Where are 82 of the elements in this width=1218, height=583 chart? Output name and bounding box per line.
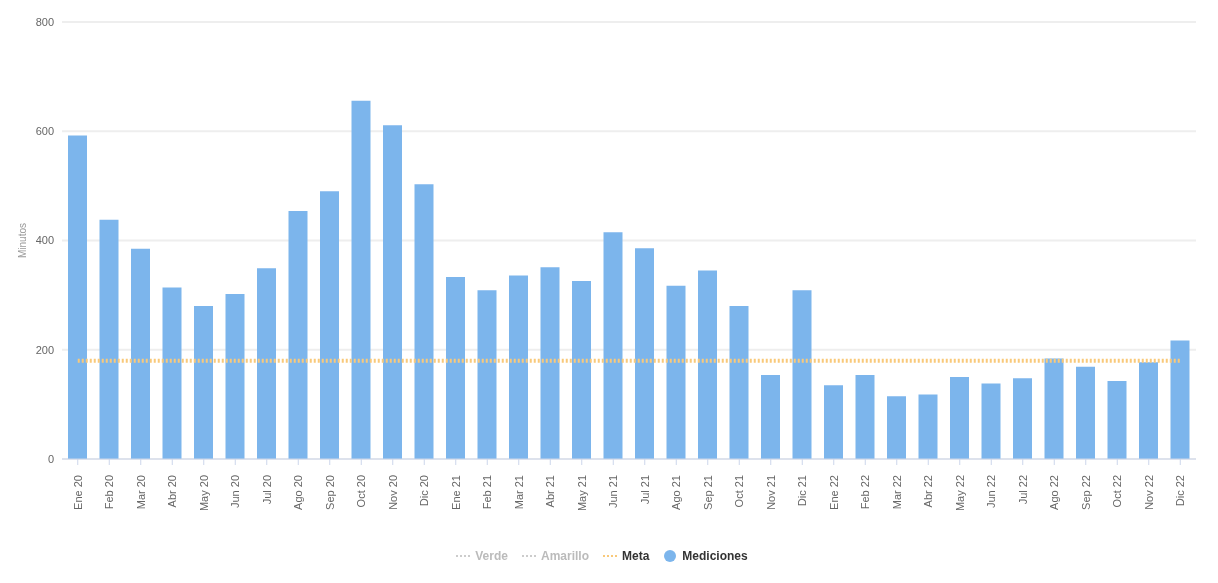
x-tick-label: Ene 20 <box>71 475 84 510</box>
bar <box>477 290 497 459</box>
x-tick-label: Sep 22 <box>1079 475 1092 510</box>
x-tick-label: Jun 22 <box>985 475 998 509</box>
bar <box>225 294 245 459</box>
bar <box>918 394 938 459</box>
y-tick-label: 400 <box>35 234 54 247</box>
bar <box>981 383 1001 459</box>
x-tick-label: Mar 20 <box>134 475 147 510</box>
legend-label: Amarillo <box>540 549 589 563</box>
x-tick-label: Ago 22 <box>1048 475 1061 510</box>
x-tick-label: Abr 21 <box>544 475 557 508</box>
x-tick-label: Feb 20 <box>103 475 116 510</box>
bar <box>729 306 749 459</box>
x-tick-label: Sep 21 <box>701 475 714 510</box>
x-tick-label: Ago 20 <box>292 475 305 510</box>
bar <box>383 125 402 459</box>
x-tick-label: Feb 21 <box>481 475 494 510</box>
bar <box>1076 366 1095 459</box>
bar <box>131 248 150 459</box>
bar <box>509 275 528 459</box>
bar <box>792 290 812 459</box>
bar <box>666 285 686 459</box>
bar <box>761 374 780 459</box>
bar <box>320 191 339 459</box>
bar <box>99 219 119 459</box>
x-tick-label: May 21 <box>575 475 588 512</box>
bar <box>1170 340 1190 459</box>
x-tick-label: Ene 22 <box>827 475 840 510</box>
x-tick-label: Jun 21 <box>607 475 620 509</box>
bar <box>1107 380 1127 459</box>
x-tick-label: Jul 21 <box>638 475 651 505</box>
bar <box>1139 362 1158 459</box>
x-tick-label: Jun 20 <box>229 475 242 509</box>
x-tick-label: Nov 20 <box>386 475 399 510</box>
x-tick-label: Abr 20 <box>166 475 179 508</box>
x-tick-label: May 22 <box>953 475 966 512</box>
bar <box>414 184 434 459</box>
x-tick-label: Nov 21 <box>764 475 777 510</box>
x-tick-label: Sep 20 <box>323 475 336 510</box>
y-axis-title: Minutos <box>16 222 28 259</box>
bar <box>824 385 843 459</box>
bar <box>603 232 623 459</box>
bar <box>950 377 969 459</box>
x-tick-label: Mar 22 <box>890 475 903 510</box>
x-tick-label: Dic 22 <box>1174 475 1187 507</box>
bar <box>194 306 213 459</box>
x-tick-label: Feb 22 <box>859 475 872 510</box>
x-tick-label: May 20 <box>197 475 210 512</box>
bar <box>1044 358 1064 459</box>
x-tick-label: Nov 22 <box>1142 475 1155 510</box>
legend-label: Mediciones <box>681 549 748 563</box>
x-tick-label: Mar 21 <box>512 475 525 510</box>
x-tick-label: Jul 22 <box>1016 475 1029 505</box>
bar <box>351 100 371 459</box>
legend-label: Verde <box>474 549 508 563</box>
x-tick-label: Oct 21 <box>733 475 746 508</box>
bar <box>68 135 87 459</box>
x-tick-label: Abr 22 <box>922 475 935 508</box>
bar <box>540 267 560 459</box>
x-tick-label: Dic 20 <box>418 475 431 507</box>
bar <box>446 277 465 459</box>
y-tick-label: 0 <box>47 452 54 465</box>
y-tick-label: 200 <box>35 343 54 356</box>
bar <box>1013 378 1032 459</box>
y-tick-label: 800 <box>35 15 54 28</box>
x-tick-label: Oct 22 <box>1111 475 1124 508</box>
x-tick-label: Oct 20 <box>355 475 368 508</box>
bar <box>698 270 717 459</box>
x-tick-label: Dic 21 <box>796 475 809 507</box>
bar <box>887 396 906 459</box>
legend-label: Meta <box>621 549 650 563</box>
bar <box>288 211 308 459</box>
bar <box>257 268 276 459</box>
bar <box>855 374 875 459</box>
x-tick-label: Jul 20 <box>260 475 273 505</box>
bar <box>572 280 591 459</box>
bar <box>162 287 182 459</box>
x-tick-label: Ago 21 <box>670 475 683 510</box>
y-tick-label: 600 <box>35 125 54 138</box>
bar <box>635 248 654 459</box>
x-tick-label: Ene 21 <box>449 475 462 510</box>
